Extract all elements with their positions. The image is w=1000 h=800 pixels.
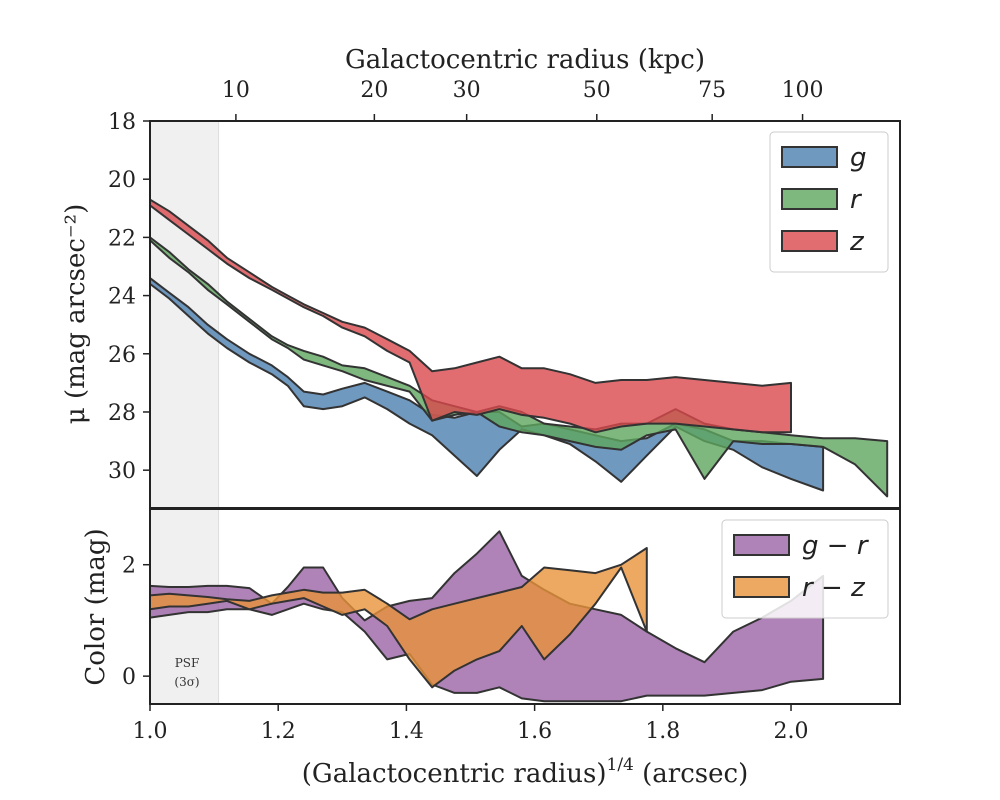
- bottom-panel-layer: 0 2 g − r r − z 1.0 1.2 1.4 1.6 1.8 2.0: [122, 508, 901, 744]
- top-psf-band: [149, 120, 220, 509]
- top-y-axis-title: μ (mag arcsec⁻²): [61, 204, 91, 424]
- bottom-legend-label-0: g − r: [802, 531, 870, 561]
- bottom-xtick-label-1: 1.2: [261, 719, 296, 744]
- x-axis-title-suffix: (arcsec): [634, 759, 748, 789]
- top-ytick-label-20: 20: [108, 168, 136, 193]
- top-series-group: [150, 198, 889, 498]
- top-ytick-label-28: 28: [108, 401, 136, 426]
- top-xtick-label-1: 20: [360, 78, 388, 103]
- bottom-series-group: [150, 530, 825, 703]
- top-legend-swatch-2: [781, 230, 838, 252]
- top-xtick-label-0: 10: [222, 78, 250, 103]
- bottom-legend-swatch-0: [733, 534, 790, 556]
- top-band-0: [150, 277, 825, 492]
- bottom-legend-label-1: r − z: [802, 573, 866, 603]
- top-xtick-label-5: 100: [782, 78, 824, 103]
- bottom-xtick-label-0: 1.0: [133, 719, 168, 744]
- top-legend-swatch-1: [781, 188, 838, 210]
- bottom-legend-swatch-1: [733, 576, 790, 598]
- top-legend-label-2: z: [849, 227, 865, 257]
- x-axis-title: (Galactocentric radius)1/4 (arcsec): [302, 755, 748, 789]
- top-xtick-label-4: 75: [698, 78, 726, 103]
- bottom-ytick-label-2: 2: [122, 554, 136, 579]
- bottom-ytick-label-0: 0: [122, 665, 136, 690]
- top-ytick-label-26: 26: [108, 343, 136, 368]
- psf-label-line1: PSF: [175, 656, 200, 670]
- top-x-axis-title: Galactocentric radius (kpc): [345, 45, 705, 75]
- top-panel-layer: 18 20 22 24 26 28 30 grz 10 20 30 50 75 100: [108, 78, 901, 509]
- bottom-band-1: [150, 547, 648, 689]
- top-xtick-label-2: 30: [453, 78, 481, 103]
- top-legend-swatch-0: [781, 146, 838, 168]
- top-ytick-label-22: 22: [108, 226, 136, 251]
- bottom-y-axis-title: Color (mag): [81, 528, 111, 685]
- top-xtick-label-3: 50: [583, 78, 611, 103]
- bottom-xtick-label-5: 2.0: [774, 719, 809, 744]
- bottom-frame: [149, 508, 901, 705]
- top-ytick-label-24: 24: [108, 285, 136, 310]
- psf-label-line2: (3σ): [174, 675, 199, 689]
- x-axis-title-prefix: (Galactocentric radius): [302, 759, 607, 789]
- bottom-xtick-label-3: 1.6: [517, 719, 552, 744]
- top-band-1: [150, 236, 889, 498]
- top-legend-label-0: g: [850, 143, 867, 173]
- top-ytick-label-30: 30: [108, 459, 136, 484]
- top-ytick-label-18: 18: [108, 110, 136, 135]
- top-band-2: [150, 198, 792, 434]
- bottom-xtick-label-2: 1.4: [389, 719, 424, 744]
- bottom-xtick-label-4: 1.8: [645, 719, 680, 744]
- top-legend-label-1: r: [850, 185, 863, 215]
- x-axis-title-sup: 1/4: [607, 755, 634, 775]
